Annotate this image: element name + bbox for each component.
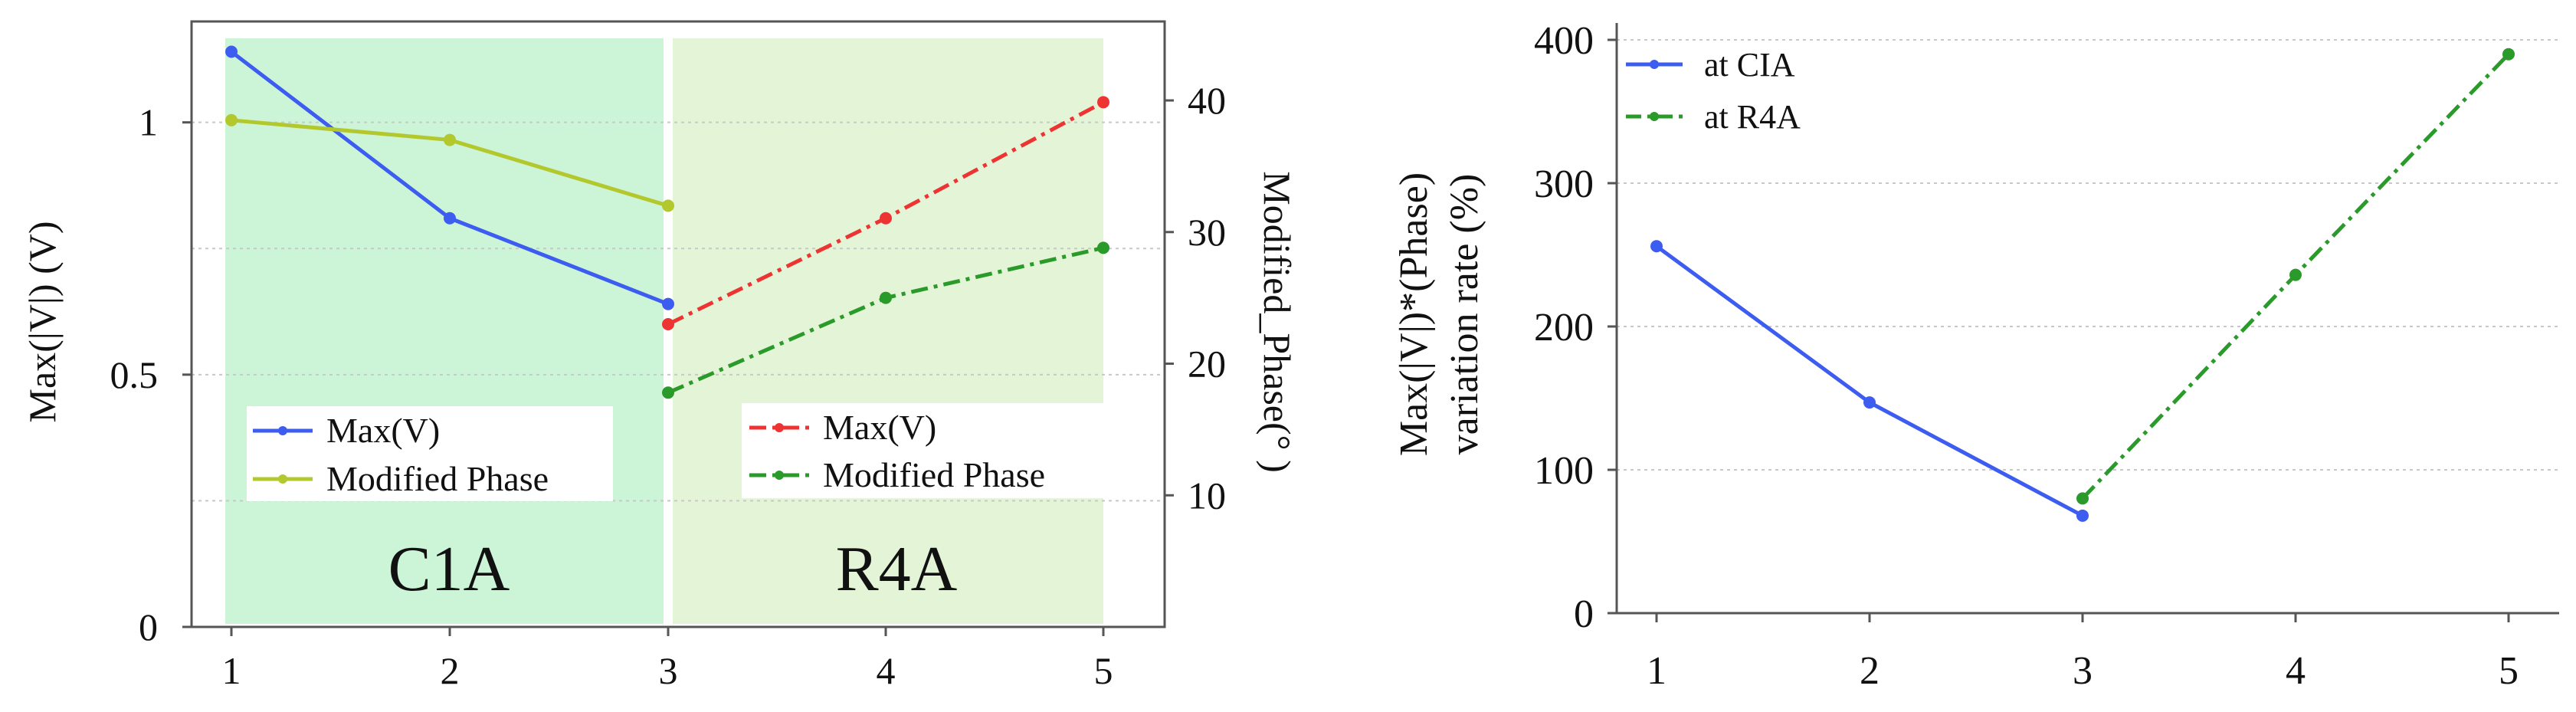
region-label-r4a: R4A [836,533,958,605]
left-series-point-0 [444,212,456,225]
right-x-tick-label: 3 [2073,649,2093,693]
legend-c1a: Max(V) Modified Phase [247,406,613,501]
right-chart: 1 2 3 4 5 0 100 200 300 400 at CIA at R4A Max(|V|… [1392,19,2559,693]
right-series-point-1 [2502,48,2515,61]
left-y2-tick-label: 20 [1188,343,1226,386]
right-y-tick-label: 400 [1534,19,1594,63]
right-x-tick-label: 1 [1647,649,1667,693]
left-plot-frame [190,20,1166,628]
left-series-point-3 [880,291,892,304]
left-chart: 1 2 3 4 5 0 0.5 1 10 20 30 40 C1A R4A Max(V) Modifi… [21,20,1299,692]
left-y2-tick-label: 10 [1188,474,1226,517]
right-series [1650,48,2515,522]
left-series-point-1 [662,199,674,212]
legend-right-label-r4a: at R4A [1704,98,1801,136]
right-y-axis-label-line-1: Max(|V|)*(Phase) [1392,172,1436,456]
legend-right-label-cia: at CIA [1704,46,1795,84]
legend-c1a-marker-max [278,426,287,435]
left-ticks: 1 2 3 4 5 0 0.5 1 10 20 30 40 [110,79,1227,692]
legend-c1a-marker-phase [278,474,287,484]
region-backgrounds [225,38,1103,624]
legend-r4a-box [742,403,1108,498]
right-y-tick-label: 100 [1534,449,1594,493]
left-y2-tick-label: 40 [1188,79,1226,122]
left-y-tick-label: 0 [139,605,158,648]
right-x-tick-label: 4 [2286,649,2306,693]
right-series-point-0 [2076,509,2089,522]
left-y-tick-label: 0.5 [110,353,159,396]
left-y2-tick-label: 30 [1188,211,1226,254]
left-x-tick-label: 3 [659,649,678,692]
left-x-tick-label: 2 [441,649,460,692]
left-series-point-3 [662,386,674,399]
legend-c1a-label-max: Max(V) [326,411,440,450]
legend-r4a-label-max: Max(V) [823,408,936,447]
region-label-c1a: C1A [388,533,510,605]
left-x-tick-label: 1 [222,649,241,692]
left-series-point-0 [662,297,674,310]
left-y2-axis-label: Modified_Phase(° ) [1256,171,1299,473]
left-series-point-3 [1097,241,1109,254]
left-series-point-1 [444,133,456,146]
right-y-tick-label: 300 [1534,162,1594,206]
left-series-point-0 [225,45,238,58]
region-bg-r4a [673,38,1103,624]
legend-r4a-marker-max [775,423,784,432]
left-series-point-1 [225,113,238,126]
right-ticks: 1 2 3 4 5 0 100 200 300 400 [1534,19,2519,693]
legend-right-marker-cia [1650,60,1659,69]
right-y-tick-label: 200 [1534,306,1594,349]
left-y-axis-label: Max(|V|) (V) [21,221,64,423]
right-x-tick-label: 5 [2499,649,2519,693]
right-gridlines [1617,39,2559,471]
legend-c1a-box [247,406,613,501]
right-series-point-0 [1650,240,1663,253]
legend-right-marker-r4a [1650,112,1659,121]
right-x-tick-label: 2 [1860,649,1880,693]
left-y-tick-label: 1 [139,101,158,144]
legend-r4a-marker-phase [775,471,784,480]
left-series [225,45,1109,399]
right-legend: at CIA at R4A [1626,46,1801,136]
right-series-point-1 [2289,268,2302,281]
right-series-point-1 [2076,492,2089,505]
right-y-tick-label: 0 [1574,592,1594,636]
legend-r4a-label-phase: Modified Phase [823,455,1045,494]
legend-r4a: Max(V) Modified Phase [742,403,1108,498]
left-series-point-2 [880,212,892,225]
left-x-tick-label: 4 [877,649,896,692]
left-series-point-2 [1097,96,1109,109]
legend-c1a-label-phase: Modified Phase [326,459,549,498]
left-series-point-2 [662,318,674,330]
right-y-axis-label-line-2: variation rate (%) [1443,174,1486,455]
right-series-point-0 [1863,396,1876,409]
left-x-tick-label: 5 [1094,649,1113,692]
region-bg-c1a [225,38,664,624]
